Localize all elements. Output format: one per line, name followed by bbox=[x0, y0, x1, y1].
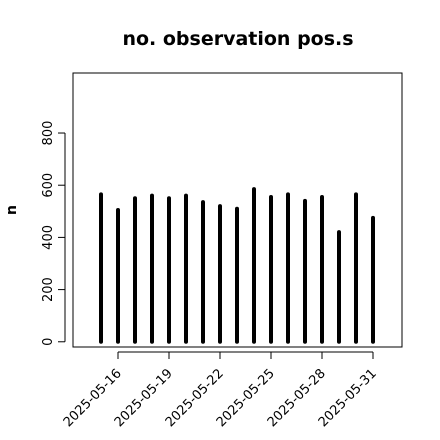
y-axis: 0 200 400 600 800 bbox=[41, 121, 66, 346]
x-axis: 2025-05-162025-05-192025-05-222025-05-25… bbox=[61, 351, 380, 430]
y-tick-label: 800 bbox=[41, 121, 56, 146]
y-tick-label: 600 bbox=[41, 173, 56, 198]
bars bbox=[99, 187, 375, 344]
chart-title: no. observation pos.s bbox=[122, 28, 353, 50]
plot-frame bbox=[72, 72, 403, 348]
y-axis-label: n bbox=[4, 205, 20, 215]
y-tick-label: 0 bbox=[41, 338, 56, 346]
y-tick-label: 200 bbox=[41, 277, 56, 302]
y-tick-label: 400 bbox=[41, 225, 56, 250]
